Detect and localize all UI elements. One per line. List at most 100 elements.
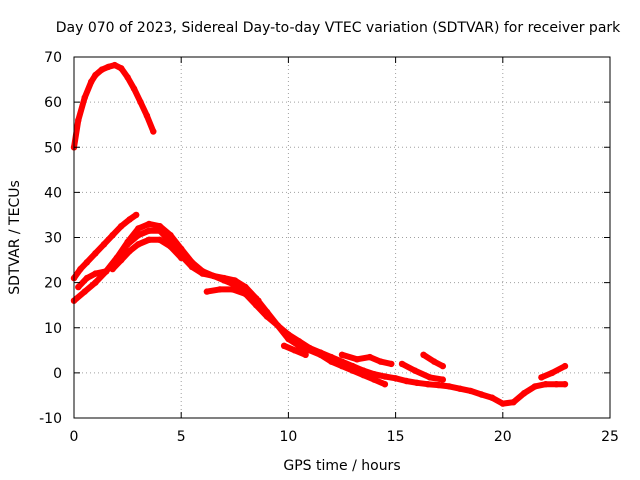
- data-point: [420, 351, 427, 358]
- data-point: [392, 375, 399, 382]
- data-point: [411, 367, 419, 374]
- x-tick-labels: 0 5 10 15 20 25: [70, 429, 619, 445]
- data-point: [338, 351, 346, 358]
- data-point: [553, 381, 560, 388]
- axis-ticks: [73, 56, 611, 419]
- data-point: [124, 238, 131, 246]
- data-point: [83, 274, 91, 282]
- grid-lines: [74, 57, 610, 418]
- data-point: [366, 353, 374, 361]
- data-point: [439, 376, 446, 383]
- data-point: [229, 286, 236, 293]
- data-point: [548, 369, 556, 377]
- data-point: [381, 373, 389, 380]
- data-point: [92, 279, 99, 286]
- data-point: [349, 367, 356, 374]
- data-point: [510, 399, 517, 406]
- y-tick-label: 40: [44, 185, 62, 201]
- data-point: [424, 381, 431, 388]
- data-point: [306, 347, 313, 354]
- data-point: [145, 236, 153, 243]
- y-tick-label: 10: [44, 321, 62, 337]
- y-tick-label: 70: [44, 50, 62, 66]
- data-point: [178, 245, 185, 252]
- y-axis-title: SDTVAR / TECUs: [7, 180, 23, 295]
- data-point: [88, 78, 95, 86]
- data-point: [360, 371, 367, 379]
- data-point: [75, 117, 82, 124]
- data-point: [103, 268, 110, 275]
- data-point: [81, 94, 88, 101]
- data-point: [302, 351, 309, 358]
- data-point: [216, 286, 223, 293]
- data-point: [100, 241, 108, 248]
- y-tick-label: 0: [53, 366, 62, 382]
- y-tick-label: 60: [44, 95, 62, 111]
- data-point: [167, 232, 174, 239]
- data-point: [488, 394, 496, 401]
- data-point: [435, 381, 442, 389]
- data-point: [75, 283, 82, 291]
- y-tick-labels: -10 0 10 20 30 40 50 60 70: [39, 50, 62, 427]
- data-point: [143, 112, 151, 119]
- data-point: [295, 342, 303, 349]
- data-point: [328, 358, 335, 365]
- data-point: [274, 322, 281, 329]
- x-tick-label: 15: [387, 429, 405, 445]
- data-point: [531, 383, 539, 390]
- data-point: [561, 381, 569, 388]
- data-point: [371, 376, 378, 383]
- data-point: [210, 272, 217, 280]
- data-point: [135, 241, 142, 248]
- data-point: [118, 65, 125, 72]
- data-point: [431, 358, 438, 365]
- data-point: [499, 400, 506, 407]
- data-point: [111, 61, 118, 69]
- data-point: [81, 288, 88, 295]
- data-point: [381, 381, 389, 388]
- data-point: [478, 391, 485, 398]
- data-point: [156, 236, 163, 243]
- series-track-9: [399, 360, 446, 383]
- data-point: [118, 223, 125, 230]
- data-point: [538, 374, 545, 381]
- data-point: [521, 390, 528, 397]
- data-point: [137, 98, 144, 106]
- data-series: [70, 61, 569, 407]
- data-point: [456, 385, 464, 392]
- data-point: [285, 335, 292, 343]
- data-point: [398, 360, 406, 368]
- x-tick-label: 0: [70, 429, 79, 445]
- data-point: [255, 297, 262, 304]
- data-point: [130, 85, 138, 92]
- x-tick-label: 20: [494, 429, 512, 445]
- y-tick-label: -10: [39, 411, 62, 427]
- data-point: [467, 387, 474, 395]
- data-point: [203, 288, 211, 295]
- data-point: [242, 283, 249, 291]
- data-point: [542, 381, 549, 388]
- chart-title: Day 070 of 2023, Sidereal Day-to-day VTE…: [56, 20, 621, 36]
- data-point: [353, 356, 361, 363]
- data-point: [105, 63, 112, 71]
- series-track-1: [71, 62, 157, 151]
- data-point: [133, 211, 140, 219]
- data-point: [92, 270, 99, 277]
- data-point: [92, 250, 99, 257]
- data-point: [126, 247, 133, 255]
- data-point: [403, 377, 410, 385]
- data-point: [317, 351, 324, 358]
- data-point: [150, 128, 157, 135]
- data-point: [118, 256, 125, 264]
- data-point: [126, 216, 133, 223]
- y-tick-label: 50: [44, 140, 62, 156]
- data-point: [220, 274, 228, 282]
- data-point: [156, 223, 163, 230]
- x-tick-label: 25: [601, 429, 619, 445]
- y-tick-label: 30: [44, 231, 62, 247]
- data-point: [109, 232, 116, 239]
- data-point: [124, 74, 131, 81]
- x-axis-title: GPS time / hours: [283, 458, 400, 474]
- x-tick-label: 5: [177, 429, 186, 445]
